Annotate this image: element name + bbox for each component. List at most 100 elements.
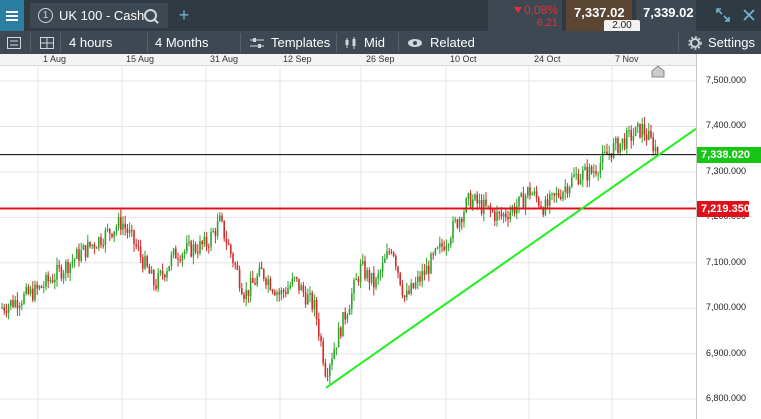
candle-body [392, 252, 395, 257]
hamburger-icon [6, 10, 18, 21]
candle-body [223, 220, 225, 239]
candle-body [555, 192, 558, 196]
candle-body [634, 126, 637, 136]
candle-body [188, 241, 190, 244]
candle-body [399, 272, 401, 285]
candle-body [654, 147, 657, 152]
candle-body [483, 199, 485, 214]
date-tick: 26 Sep [366, 54, 395, 64]
candle-body [300, 285, 302, 291]
gear-icon [688, 35, 702, 50]
candle-body [221, 215, 223, 221]
candle-body [91, 244, 93, 247]
candle-body [441, 243, 443, 247]
candle-body [584, 166, 586, 171]
menu-button[interactable] [0, 0, 24, 31]
candle-body [304, 292, 307, 305]
price-type-selector[interactable]: Mid [344, 31, 385, 54]
candle-body [56, 265, 58, 280]
candle-body [335, 347, 338, 350]
candle-body [60, 267, 63, 279]
candle-body [373, 272, 375, 288]
candle-body [353, 280, 355, 294]
candle-body [333, 349, 335, 359]
candle-body [355, 278, 357, 281]
candle-body [476, 194, 478, 204]
expand-icon[interactable] [716, 8, 730, 22]
candle-body [161, 270, 164, 275]
layout-button[interactable] [40, 31, 54, 54]
current-date-marker-icon [651, 65, 665, 78]
candle-body [366, 269, 368, 279]
candle-body [344, 312, 346, 320]
price-change: 0.08% 6.21 [488, 0, 562, 31]
candle-body [375, 278, 377, 288]
instrument-selector[interactable]: 1 UK 100 - Cash [30, 3, 168, 28]
templates-button[interactable]: Templates [250, 31, 330, 54]
sell-price-button[interactable]: 7,337.02 [566, 0, 632, 31]
candle-body [348, 308, 351, 315]
candle-body [62, 273, 65, 279]
candle-body [430, 254, 432, 274]
date-tick: 7 Nov [615, 54, 639, 64]
candle-body [571, 177, 573, 187]
candle-body [287, 288, 289, 294]
candle-body [40, 286, 43, 288]
candle-body [159, 270, 162, 274]
candle-body [285, 291, 287, 294]
candle-body [109, 228, 111, 234]
candle-body [478, 200, 481, 204]
chart-type-button[interactable] [7, 31, 21, 54]
sliders-icon [250, 37, 264, 48]
candle-body [595, 171, 597, 174]
candle-body [652, 137, 654, 152]
candle-body [403, 295, 406, 298]
close-icon[interactable] [742, 8, 756, 22]
candle-body [315, 300, 318, 320]
candle-body [463, 212, 465, 223]
candle-body [269, 279, 272, 290]
candle-body [384, 258, 386, 263]
range-selector[interactable]: 4 Months [155, 35, 209, 50]
candle-body [164, 274, 166, 278]
candle-body [135, 243, 137, 247]
candle-body [439, 243, 441, 248]
candle-body [577, 173, 580, 185]
candle-body [38, 286, 41, 289]
candle-body [236, 264, 239, 270]
interval-selector[interactable]: 4 hours [69, 35, 113, 50]
candle-body [390, 251, 393, 253]
candle-body [436, 247, 439, 249]
settings-button[interactable]: Settings [688, 31, 755, 54]
candle-body [590, 166, 593, 173]
candle-body [155, 285, 157, 289]
candles [1, 116, 659, 384]
candle-body [302, 285, 305, 293]
related-button[interactable]: Related [407, 31, 475, 54]
buy-price-button[interactable]: 7,339.02 [636, 0, 696, 31]
chart-grid [0, 65, 696, 419]
candle-body [249, 278, 252, 297]
candle-body [124, 223, 126, 229]
candle-body [368, 269, 371, 283]
top-bar: 1 UK 100 - Cash + 0.08% 6.21 7,337.02 7,… [0, 0, 761, 32]
candle-body [201, 241, 203, 245]
candle-body [58, 265, 60, 268]
candle-body [214, 230, 217, 236]
candle-body [562, 191, 564, 199]
instrument-name: UK 100 - Cash [59, 8, 145, 23]
candle-body [298, 278, 300, 291]
candle-body [364, 261, 366, 279]
current-price-tag: 7,338.020 [697, 146, 761, 163]
add-instrument-button[interactable]: + [174, 0, 194, 31]
candle-body [51, 280, 54, 283]
candle-body [423, 271, 426, 275]
candle-body [265, 278, 267, 285]
candle-body [379, 271, 382, 275]
candle-body [540, 206, 542, 209]
candle-body [421, 271, 423, 282]
price-chart[interactable] [0, 65, 696, 419]
candle-body [560, 196, 562, 199]
candle-body [472, 199, 474, 208]
search-icon[interactable] [144, 9, 157, 22]
